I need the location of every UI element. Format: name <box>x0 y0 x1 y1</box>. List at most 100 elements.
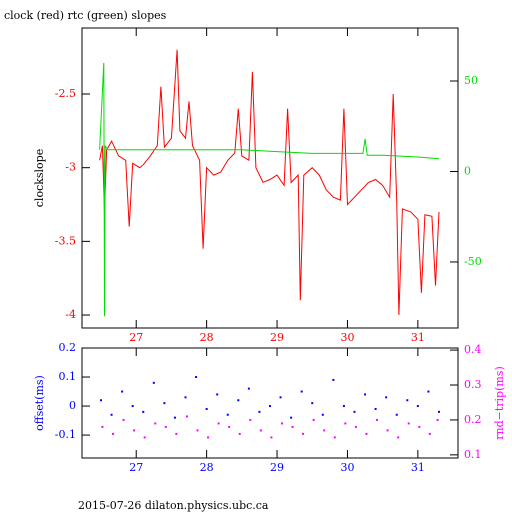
scatter-point <box>217 422 220 425</box>
scatter-point <box>342 405 345 408</box>
scatter-point <box>143 436 146 439</box>
y-tick-label: -0.1 <box>55 428 76 441</box>
x-tick-label: 30 <box>340 331 354 344</box>
scatter-point <box>280 422 283 425</box>
x-tick-label: 30 <box>340 461 354 474</box>
plot-frame <box>81 347 459 459</box>
scatter-point <box>290 416 293 419</box>
scatter-point <box>418 425 421 428</box>
scatter-point <box>311 402 314 405</box>
y2-tick-label: 0.1 <box>464 448 482 461</box>
scatter-point <box>205 407 208 410</box>
scatter-point <box>207 436 210 439</box>
scatter-point <box>184 396 187 399</box>
y-tick-label: -3.5 <box>55 234 76 247</box>
y2-tick-label: 0.3 <box>464 378 482 391</box>
scatter-point <box>300 390 303 393</box>
x-tick-label: 29 <box>270 461 284 474</box>
y2-tick-label: 0.2 <box>464 413 482 426</box>
scatter-point <box>110 413 113 416</box>
scatter-point <box>406 399 409 402</box>
scatter-point <box>333 436 336 439</box>
scatter-point <box>122 418 125 421</box>
scatter-point <box>216 393 219 396</box>
scatter-point <box>397 436 400 439</box>
scatter-point <box>173 416 176 419</box>
scatter-point <box>121 390 124 393</box>
y-tick-label: -2.5 <box>55 87 76 100</box>
scatter-point <box>259 429 262 432</box>
scatter-point <box>238 432 241 435</box>
scatter-point <box>195 376 198 379</box>
scatter-point <box>332 378 335 381</box>
scatter-point <box>386 429 389 432</box>
scatter-point <box>269 405 271 408</box>
x-tick-label: 31 <box>411 461 425 474</box>
scatter-point <box>365 432 368 435</box>
scatter-point <box>175 432 178 435</box>
scatter-point <box>237 399 240 402</box>
y-tick-label: -3 <box>65 161 76 174</box>
scatter-point <box>258 410 261 413</box>
scatter-point <box>374 407 377 410</box>
x-tick-label: 28 <box>200 461 214 474</box>
scatter-point <box>279 396 282 399</box>
scatter-point <box>142 410 145 413</box>
scatter-point <box>100 399 103 402</box>
scatter-point <box>407 422 410 425</box>
scatter-point <box>344 422 347 425</box>
scatter-point <box>249 418 252 421</box>
scatter-point <box>185 415 188 418</box>
series-line <box>99 49 440 316</box>
x-tick-label: 29 <box>270 331 284 344</box>
scatter-point <box>270 436 273 439</box>
scatter-point <box>364 393 367 396</box>
scatter-point <box>436 418 439 421</box>
x-tick-label: 27 <box>129 331 143 344</box>
scatter-point <box>385 396 388 399</box>
scatter-point <box>133 429 136 432</box>
y2-tick-label: 0.4 <box>464 343 482 356</box>
scatter-point <box>154 422 157 425</box>
scatter-point <box>226 413 229 416</box>
scatter-point <box>323 429 326 432</box>
y2-tick-label: -50 <box>464 255 482 268</box>
scatter-point <box>247 387 250 390</box>
scatter-point <box>354 425 357 428</box>
series-line <box>99 62 440 317</box>
scatter-point <box>428 432 431 435</box>
x-tick-label: 31 <box>411 331 425 344</box>
scatter-point <box>131 405 134 408</box>
y-tick-label: -4 <box>65 308 76 321</box>
y-tick-label: 0.1 <box>59 370 77 383</box>
scatter-point <box>437 410 440 413</box>
scatter-point <box>111 432 114 435</box>
scatter-point <box>164 425 167 428</box>
x-tick-label: 28 <box>200 331 214 344</box>
y-tick-label: 0 <box>69 399 76 412</box>
scatter-point <box>101 425 104 428</box>
scatter-point <box>321 413 324 416</box>
scatter-point <box>312 418 315 421</box>
scatter-point <box>395 413 398 416</box>
scatter-point <box>416 405 419 408</box>
scatter-point <box>196 429 199 432</box>
scatter-point <box>163 402 166 405</box>
scatter-point <box>376 418 379 421</box>
y-axis-label: clockslope <box>33 149 46 207</box>
y2-axis-label: rnd−trip(ms) <box>493 366 506 440</box>
plot-frame <box>81 27 459 329</box>
y-tick-label: 0.2 <box>59 341 77 354</box>
footer: 2015-07-26 dilaton.physics.ubc.ca <box>78 499 269 512</box>
chart-title: clock (red) rtc (green) slopes <box>4 9 167 22</box>
scatter-point <box>152 381 155 384</box>
scatter-point <box>302 432 305 435</box>
y2-tick-label: 50 <box>464 74 478 87</box>
scatter-point <box>427 390 430 393</box>
y-axis-label: offset(ms) <box>33 375 46 431</box>
scatter-point <box>291 425 294 428</box>
scatter-point <box>353 410 356 413</box>
x-tick-label: 27 <box>129 461 143 474</box>
